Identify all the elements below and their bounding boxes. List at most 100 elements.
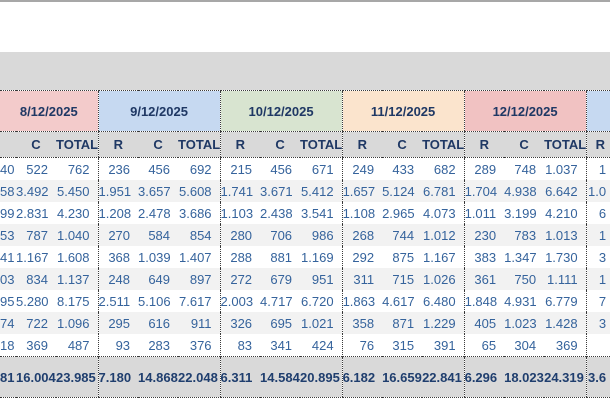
data-cell[interactable]: 391	[433, 337, 456, 353]
data-cell[interactable]: 695	[260, 312, 301, 334]
data-cell[interactable]: 368	[97, 246, 139, 268]
data-cell[interactable]: 679	[260, 268, 301, 290]
data-cell[interactable]: 6.779	[545, 293, 578, 309]
data-cell[interactable]: 1.407	[179, 249, 212, 265]
data-cell[interactable]: 1	[585, 268, 610, 290]
data-cell[interactable]: 1.951	[97, 180, 139, 202]
data-cell[interactable]: 762	[67, 161, 90, 177]
data-cell[interactable]: 376	[189, 337, 212, 353]
data-cell[interactable]: 911	[178, 312, 221, 334]
data-cell[interactable]: 951	[300, 268, 343, 290]
data-cell[interactable]: 249	[341, 157, 383, 180]
total-cell[interactable]: 16.659	[382, 356, 423, 398]
data-cell[interactable]: 1.011	[463, 202, 505, 224]
data-cell[interactable]: 341	[270, 337, 293, 353]
data-cell[interactable]: 6.642	[544, 180, 587, 202]
data-cell[interactable]: 1.730	[545, 249, 578, 265]
data-cell[interactable]: 456	[270, 161, 293, 177]
data-cell[interactable]: 2.511	[97, 290, 139, 312]
data-cell[interactable]: 5.608	[178, 180, 221, 202]
data-cell[interactable]: 1.167	[423, 249, 456, 265]
data-cell[interactable]: 5.450	[56, 180, 99, 202]
date-header-cell[interactable]: 10/12/2025	[219, 90, 343, 132]
data-cell[interactable]: 715	[382, 268, 423, 290]
data-cell[interactable]: 424	[311, 337, 334, 353]
data-cell[interactable]: 1.096	[56, 312, 99, 334]
data-cell[interactable]: 1.111	[544, 268, 587, 290]
data-cell[interactable]: 4.717	[260, 293, 293, 309]
data-cell[interactable]: 4.073	[423, 205, 456, 221]
data-cell[interactable]: 748	[514, 161, 537, 177]
data-cell[interactable]: 5.106	[138, 293, 171, 309]
data-cell[interactable]: 3	[585, 312, 610, 334]
date-header-cell[interactable]: 9/12/2025	[97, 90, 221, 132]
data-cell[interactable]: 2.965	[382, 205, 415, 221]
data-cell[interactable]: 854	[178, 224, 221, 246]
data-cell[interactable]: 1.013	[544, 224, 587, 246]
data-cell[interactable]: 1.347	[504, 249, 537, 265]
data-cell[interactable]: 93	[97, 334, 139, 357]
data-cell[interactable]: 692	[189, 161, 212, 177]
data-cell[interactable]: 18	[0, 337, 15, 353]
data-cell[interactable]: 358	[341, 312, 383, 334]
data-cell[interactable]: 41	[0, 249, 15, 265]
data-cell[interactable]: 280	[219, 224, 261, 246]
date-header-cell[interactable]: 12/12/2025	[463, 90, 587, 132]
column-header-cell[interactable]	[0, 131, 16, 158]
data-cell[interactable]: 3	[585, 246, 610, 268]
data-cell[interactable]: 65	[463, 334, 505, 357]
data-cell[interactable]: 5.124	[382, 180, 423, 202]
column-header-cell[interactable]: R	[463, 131, 505, 158]
data-cell[interactable]: 1.608	[56, 249, 90, 265]
column-header-cell[interactable]: TOTAL	[56, 131, 99, 158]
data-cell[interactable]: 74	[0, 312, 16, 334]
column-header-cell[interactable]: TOTAL	[178, 131, 221, 158]
data-cell[interactable]: 83	[219, 334, 261, 357]
data-cell[interactable]: 1.108	[341, 202, 383, 224]
date-header-cell[interactable]: 8/12/2025	[0, 90, 99, 132]
total-cell[interactable]: 23.985	[56, 356, 99, 398]
data-cell[interactable]: 405	[463, 312, 505, 334]
data-cell[interactable]: 283	[148, 337, 171, 353]
column-header-cell[interactable]: C	[138, 131, 179, 158]
date-header-cell[interactable]	[585, 90, 610, 132]
data-cell[interactable]: 289	[463, 157, 505, 180]
data-cell[interactable]: 897	[178, 268, 221, 290]
data-cell[interactable]: 6.781	[422, 180, 465, 202]
data-cell[interactable]: 744	[382, 224, 423, 246]
data-cell[interactable]: 4.617	[382, 293, 415, 309]
data-cell[interactable]: 2.003	[219, 290, 261, 312]
data-cell[interactable]: 311	[341, 268, 383, 290]
data-cell[interactable]: 369	[555, 337, 578, 353]
total-cell[interactable]: 22.048	[178, 356, 221, 398]
data-cell[interactable]: 40	[0, 161, 15, 177]
data-cell[interactable]: 4.210	[545, 205, 578, 221]
data-cell[interactable]: 1.021	[300, 312, 343, 334]
data-cell[interactable]: 722	[16, 312, 56, 334]
data-cell[interactable]: 76	[341, 334, 383, 357]
data-cell[interactable]: 750	[504, 268, 545, 290]
total-cell[interactable]: 6.182	[341, 356, 383, 398]
total-cell[interactable]: 14.868	[138, 356, 179, 398]
data-cell[interactable]: 1.428	[544, 312, 587, 334]
data-cell[interactable]: 783	[504, 224, 545, 246]
data-cell[interactable]: 584	[138, 224, 179, 246]
data-cell[interactable]: 1.848	[463, 290, 505, 312]
data-cell[interactable]: 986	[300, 224, 343, 246]
total-cell[interactable]: 3.6	[585, 356, 610, 398]
data-cell[interactable]: 649	[138, 268, 179, 290]
data-cell[interactable]: 4.931	[504, 293, 537, 309]
data-cell[interactable]: 787	[16, 224, 56, 246]
data-cell[interactable]: 3.686	[179, 205, 212, 221]
data-cell[interactable]: 270	[97, 224, 139, 246]
data-cell[interactable]: 1.012	[422, 224, 465, 246]
data-cell[interactable]: 3.541	[301, 205, 334, 221]
data-cell[interactable]: 1.169	[301, 249, 334, 265]
column-header-cell[interactable]: TOTAL	[544, 131, 587, 158]
data-cell[interactable]: 1.657	[341, 180, 383, 202]
data-cell[interactable]: 871	[382, 312, 423, 334]
data-cell[interactable]: 326	[219, 312, 261, 334]
data-cell[interactable]: 1.037	[545, 161, 578, 177]
total-cell[interactable]: 20.895	[300, 356, 343, 398]
data-cell[interactable]: 7.617	[179, 293, 212, 309]
